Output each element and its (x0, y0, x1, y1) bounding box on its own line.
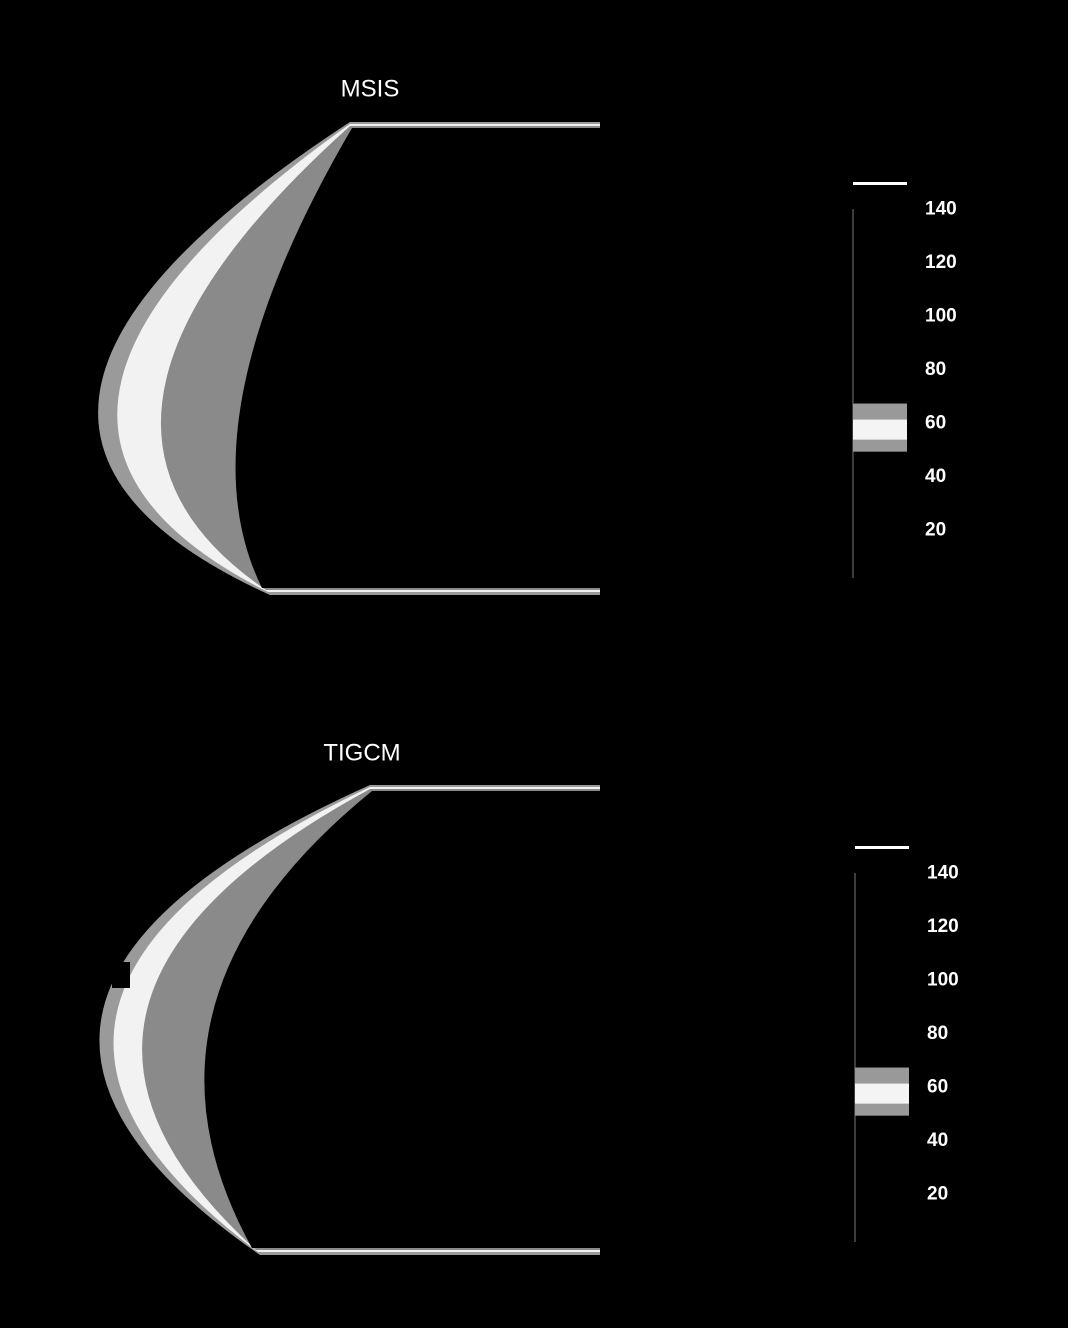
colorbar-tick-label: 100 (927, 970, 959, 991)
colorbar-tick-label: 100 (925, 306, 957, 327)
colorbar-top (853, 182, 907, 185)
dark-spot (112, 962, 130, 988)
colorbar-tick-label: 120 (927, 916, 959, 937)
colorbar-band-bright (853, 420, 907, 440)
colorbar-tick-label: 120 (925, 252, 957, 273)
figure: MSIS 20 40 60 80 100 120 140 TIGCM 20 40 60 80 100 12… (0, 0, 1072, 1335)
colorbar-tick-label: 20 (927, 1184, 948, 1205)
colorbar-tick-label: 40 (925, 466, 946, 487)
colorbar-tick-label: 60 (925, 413, 946, 434)
colorbar-tick-label: 40 (927, 1130, 948, 1151)
colorbar-tick-label: 80 (925, 359, 946, 380)
colorbar-tick-label: 20 (925, 520, 946, 541)
colorbar-band-bright (855, 1084, 909, 1104)
panel-title: TIGCM (323, 739, 400, 766)
colorbar-tick-label: 140 (925, 199, 957, 220)
colorbar-tick-label: 60 (927, 1077, 948, 1098)
panel-title: MSIS (341, 75, 400, 102)
colorbar-top (855, 846, 909, 849)
colorbar-tick-label: 140 (927, 863, 959, 884)
colorbar-tick-label: 80 (927, 1023, 948, 1044)
